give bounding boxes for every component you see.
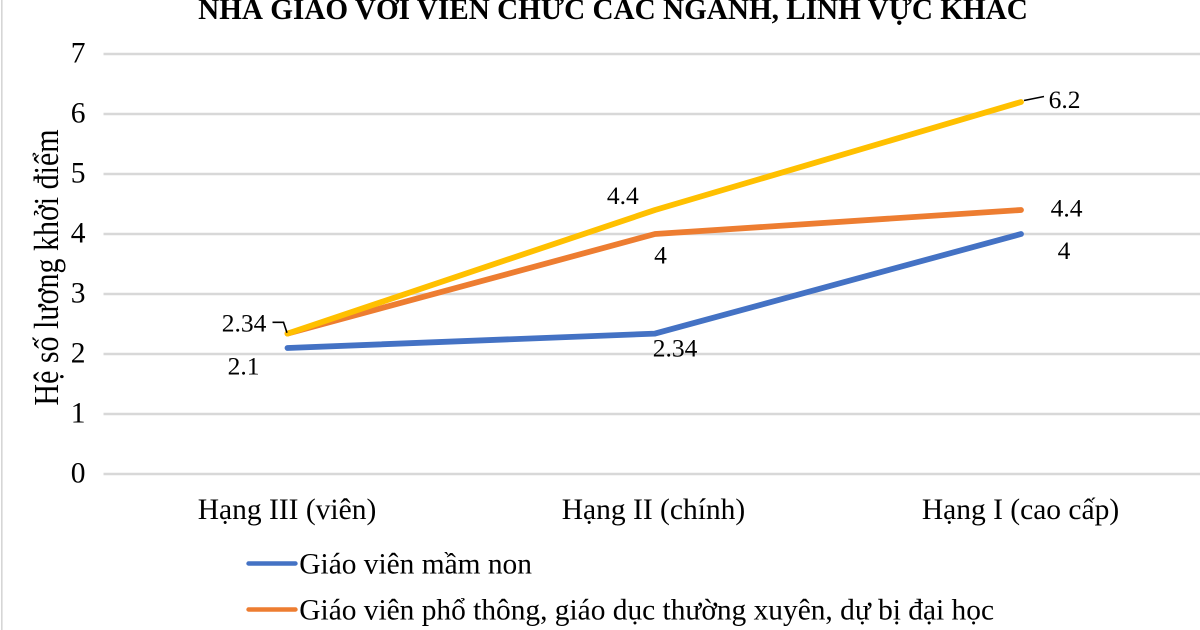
svg-text:Hạng I (cao cấp): Hạng I (cao cấp)	[922, 494, 1119, 526]
svg-text:Giáo viên mầm non: Giáo viên mầm non	[299, 548, 532, 580]
svg-text:2.34: 2.34	[653, 334, 698, 363]
svg-text:Hạng III (viên): Hạng III (viên)	[198, 494, 377, 526]
svg-text:4: 4	[71, 218, 86, 250]
svg-text:0: 0	[71, 458, 86, 490]
svg-text:2.34: 2.34	[222, 309, 267, 338]
svg-text:2: 2	[71, 338, 86, 370]
svg-text:4: 4	[654, 241, 667, 270]
svg-text:4: 4	[1058, 236, 1071, 265]
svg-text:6: 6	[71, 98, 86, 130]
svg-text:7: 7	[71, 38, 86, 70]
svg-text:1: 1	[71, 398, 86, 430]
svg-text:5: 5	[71, 158, 86, 190]
svg-text:Giáo viên phổ thông, giáo dục: Giáo viên phổ thông, giáo dục thường xuy…	[299, 594, 994, 626]
svg-text:3: 3	[71, 278, 86, 310]
svg-text:NHÀ GIÁO VỚI VIÊN CHỨC CÁC NGÀ: NHÀ GIÁO VỚI VIÊN CHỨC CÁC NGÀNH, LĨNH V…	[198, 0, 1028, 26]
svg-text:Hạng II (chính): Hạng II (chính)	[562, 494, 745, 526]
svg-text:Hệ số lương khởi điểm: Hệ số lương khởi điểm	[28, 129, 67, 405]
svg-text:6.2: 6.2	[1049, 85, 1081, 114]
svg-text:4.4: 4.4	[607, 181, 639, 210]
svg-text:4.4: 4.4	[1051, 193, 1083, 222]
svg-text:2.1: 2.1	[228, 352, 260, 381]
